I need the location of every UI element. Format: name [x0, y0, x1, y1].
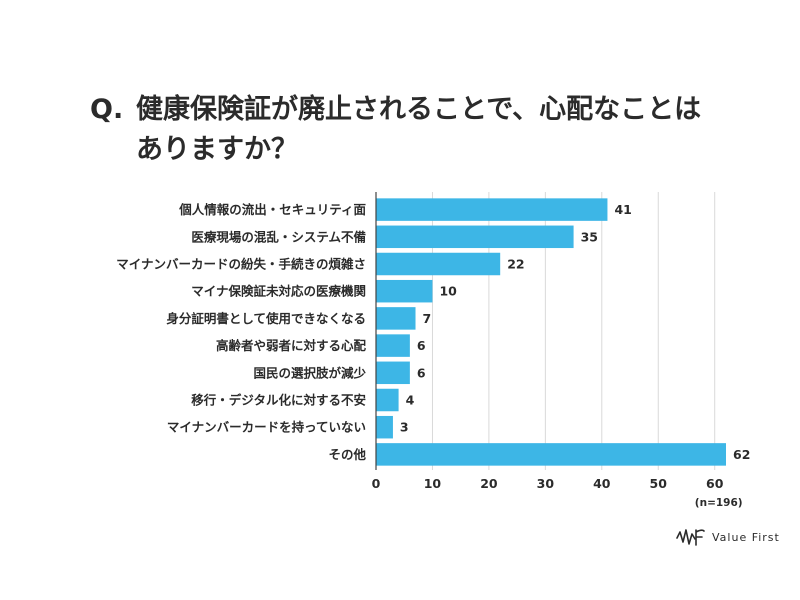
brand-name: Value First [712, 530, 780, 544]
x-tick-label: 60 [706, 476, 724, 491]
category-label: 医療現場の混乱・システム不備 [191, 229, 366, 244]
x-tick-label: 30 [537, 476, 555, 491]
bar [376, 198, 608, 221]
category-label: その他 [328, 447, 366, 462]
category-label: マイナンバーカードの紛失・手続きの煩雑さ [116, 257, 366, 272]
data-label: 7 [423, 311, 432, 326]
question: Q. 健康保険証が廃止されることで、心配なことは ありますか？ [90, 90, 770, 170]
bar [376, 443, 726, 466]
brand-logo: Value First [676, 526, 780, 548]
question-text: 健康保険証が廃止されることで、心配なことは ありますか？ [136, 94, 702, 165]
bar-chart: 個人情報の流出・セキュリティ面 41 医療現場の混乱・システム不備 35 マイナンバーカ… [116, 192, 750, 509]
data-label: 10 [439, 284, 457, 299]
category-label: 移行・デジタル化に対する不安 [191, 393, 366, 408]
x-tick-label: 0 [372, 476, 381, 491]
wf-mark-icon [676, 529, 705, 546]
data-label: 3 [400, 420, 409, 435]
data-label: 41 [614, 202, 631, 217]
bar [376, 252, 501, 276]
category-label: 国民の選択肢が減少 [253, 365, 366, 380]
category-label: マイナンバーカードを持っていない [167, 420, 366, 435]
bar [376, 415, 393, 439]
sample-size-note: (n=196) [695, 497, 743, 509]
x-tick-label: 20 [480, 476, 498, 491]
data-label: 62 [733, 447, 750, 462]
x-tick-label: 40 [593, 476, 611, 491]
bar [376, 225, 574, 249]
question-prefix: Q. [90, 94, 124, 125]
bar [376, 361, 410, 385]
bar [376, 334, 410, 357]
data-label: 6 [417, 338, 426, 353]
data-label: 35 [581, 229, 598, 244]
bar [376, 388, 399, 412]
bar [376, 279, 433, 303]
category-label: 高齢者や弱者に対する心配 [216, 338, 367, 353]
category-label: 個人情報の流出・セキュリティ面 [178, 202, 366, 217]
data-label: 4 [406, 393, 415, 408]
data-label: 22 [507, 257, 524, 272]
category-label: マイナ保険証未対応の医療機関 [191, 284, 366, 299]
bar [376, 307, 416, 330]
category-label: 身分証明書として使用できなくなる [166, 311, 366, 326]
data-label: 6 [417, 365, 426, 380]
x-tick-label: 10 [424, 476, 442, 491]
x-tick-label: 50 [650, 476, 668, 491]
